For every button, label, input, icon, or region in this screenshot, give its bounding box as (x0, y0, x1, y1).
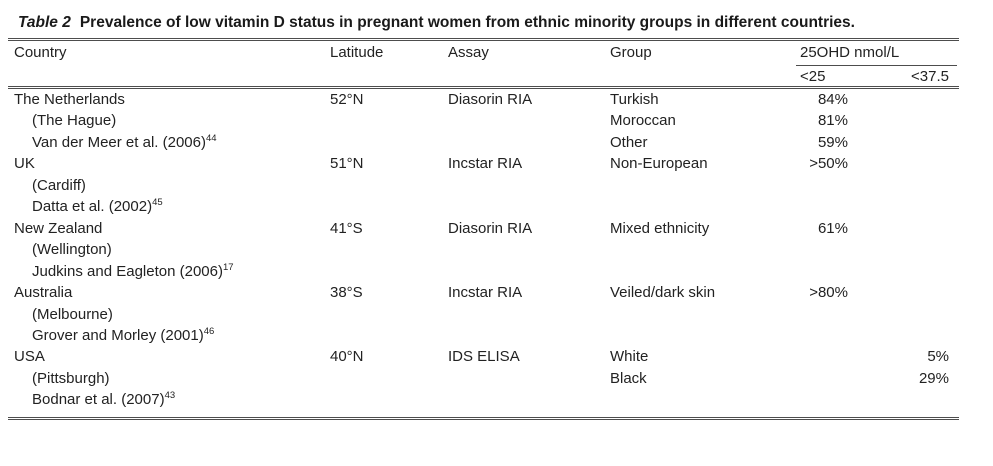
country-cell: New Zealand (14, 219, 103, 237)
country-cell: Australia (14, 284, 73, 302)
city-cell: (Cardiff) (32, 176, 86, 194)
col-header-country: Country (14, 44, 67, 61)
group-cell: White (610, 348, 649, 366)
table-row: Judkins and Eagleton (2006)17 (14, 261, 965, 282)
under25-cell: 61% (817, 219, 848, 237)
under375-cell (882, 110, 965, 131)
col-header-25ohd: 25OHD nmol/L (796, 44, 957, 66)
table-number: Table 2 (18, 14, 71, 31)
under375-cell: 5% (927, 348, 949, 366)
bottom-rule (8, 416, 959, 420)
table-caption: Table 2 Prevalence of low vitamin D statu… (8, 0, 938, 34)
table-row: (The Hague) Moroccan 81% (14, 110, 965, 131)
data-table: Country Latitude Assay Group 25OHD nmol/… (8, 41, 965, 86)
subheader-row: <25 <37.5 (14, 68, 965, 86)
under25-cell: 59% (817, 133, 848, 151)
col-header-latitude: Latitude (330, 44, 384, 61)
table-row: (Cardiff) (14, 175, 965, 196)
group-cell: Veiled/dark skin (610, 284, 716, 302)
table-row: The Netherlands 52°N Diasorin RIA Turkis… (14, 89, 965, 110)
assay-cell: Incstar RIA (448, 284, 523, 302)
under375-cell (882, 132, 965, 153)
table-row: Bodnar et al. (2007)43 (14, 389, 965, 410)
country-cell: UK (14, 155, 35, 173)
citation-superscript: 46 (203, 325, 215, 337)
table-row: (Wellington) (14, 239, 965, 260)
country-cell: USA (14, 348, 45, 366)
latitude-cell: 52°N (330, 91, 364, 108)
under375-cell (882, 282, 965, 303)
col-subheader-under375: <37.5 (911, 68, 949, 85)
assay-cell: IDS ELISA (448, 348, 520, 366)
table-row: UK 51°N Incstar RIA Non-European >50% (14, 153, 965, 174)
table-row: Datta et al. (2002)45 (14, 196, 965, 217)
col-header-group: Group (610, 44, 652, 61)
table-row: Australia 38°S Incstar RIA Veiled/dark s… (14, 282, 965, 303)
group-cell: Moroccan (610, 112, 676, 130)
city-cell: (Melbourne) (32, 305, 113, 323)
reference-cell: Grover and Morley (2001)46 (32, 325, 215, 344)
citation-superscript: 44 (205, 132, 217, 144)
table-row: New Zealand 41°S Diasorin RIA Mixed ethn… (14, 218, 965, 239)
header-row: Country Latitude Assay Group 25OHD nmol/… (14, 41, 965, 68)
group-cell: Non-European (610, 155, 708, 173)
top-rule (8, 38, 959, 41)
col-subheader-under25: <25 (800, 68, 826, 85)
col-header-assay: Assay (448, 44, 489, 61)
city-cell: (Wellington) (32, 241, 112, 259)
under375-cell: 29% (918, 369, 949, 387)
assay-cell: Diasorin RIA (448, 219, 533, 237)
under25-cell: >80% (809, 284, 848, 302)
reference-cell: Bodnar et al. (2007)43 (32, 390, 176, 409)
table-body: The Netherlands 52°N Diasorin RIA Turkis… (8, 89, 965, 411)
under25-cell: >50% (809, 155, 848, 173)
table-title-text: Prevalence of low vitamin D status in pr… (79, 14, 855, 31)
country-cell: The Netherlands (14, 91, 125, 108)
city-cell: (Pittsburgh) (32, 369, 110, 387)
reference-cell: Van der Meer et al. (2006)44 (32, 132, 217, 151)
latitude-cell: 41°S (330, 219, 363, 237)
latitude-cell: 38°S (330, 284, 363, 302)
group-cell: Turkish (610, 91, 659, 108)
reference-cell: Datta et al. (2002)45 (32, 197, 163, 216)
latitude-cell: 40°N (330, 348, 364, 366)
under375-cell (882, 153, 965, 174)
assay-cell: Incstar RIA (448, 155, 523, 173)
table-row: Van der Meer et al. (2006)44 Other 59% (14, 132, 965, 153)
group-cell: Mixed ethnicity (610, 219, 710, 237)
under25-cell: 81% (817, 112, 848, 130)
table-row: (Pittsburgh) Black 29% (14, 368, 965, 389)
table-row: (Melbourne) (14, 304, 965, 325)
assay-cell: Diasorin RIA (448, 91, 533, 108)
citation-superscript: 17 (222, 261, 234, 273)
citation-superscript: 43 (164, 390, 176, 402)
table-row: Grover and Morley (2001)46 (14, 325, 965, 346)
under25-cell (796, 368, 882, 389)
under25-cell: 84% (817, 91, 848, 108)
citation-superscript: 45 (152, 197, 163, 209)
reference-cell: Judkins and Eagleton (2006)17 (32, 261, 234, 280)
latitude-cell: 51°N (330, 155, 364, 173)
under375-cell (882, 218, 965, 239)
under25-cell (796, 346, 882, 367)
under375-cell (882, 89, 965, 110)
group-cell: Other (610, 133, 648, 151)
header-rule (8, 86, 959, 89)
table-row: USA 40°N IDS ELISA White 5% (14, 346, 965, 367)
group-cell: Black (610, 369, 647, 387)
city-cell: (The Hague) (32, 112, 117, 130)
